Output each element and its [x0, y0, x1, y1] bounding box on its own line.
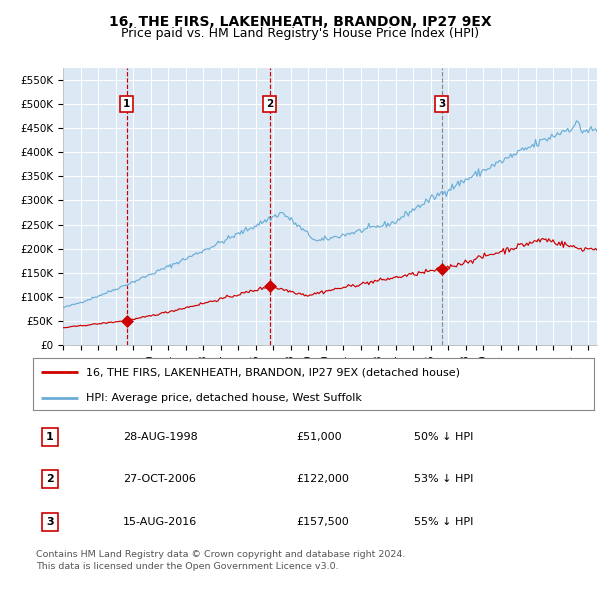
- Text: 2: 2: [46, 474, 54, 484]
- Text: £157,500: £157,500: [296, 517, 349, 527]
- Text: Price paid vs. HM Land Registry's House Price Index (HPI): Price paid vs. HM Land Registry's House …: [121, 27, 479, 40]
- Text: 27-OCT-2006: 27-OCT-2006: [123, 474, 196, 484]
- Text: 3: 3: [438, 99, 445, 109]
- Text: 55% ↓ HPI: 55% ↓ HPI: [415, 517, 474, 527]
- Text: 2: 2: [266, 99, 274, 109]
- Text: 1: 1: [46, 432, 54, 442]
- Text: Contains HM Land Registry data © Crown copyright and database right 2024.
This d: Contains HM Land Registry data © Crown c…: [36, 550, 406, 571]
- Text: 53% ↓ HPI: 53% ↓ HPI: [415, 474, 474, 484]
- Text: HPI: Average price, detached house, West Suffolk: HPI: Average price, detached house, West…: [86, 392, 362, 402]
- Text: 28-AUG-1998: 28-AUG-1998: [123, 432, 197, 442]
- Text: 16, THE FIRS, LAKENHEATH, BRANDON, IP27 9EX (detached house): 16, THE FIRS, LAKENHEATH, BRANDON, IP27 …: [86, 367, 460, 377]
- Text: 50% ↓ HPI: 50% ↓ HPI: [415, 432, 474, 442]
- Text: £122,000: £122,000: [296, 474, 350, 484]
- Text: £51,000: £51,000: [296, 432, 342, 442]
- Text: 1: 1: [123, 99, 131, 109]
- Text: 15-AUG-2016: 15-AUG-2016: [123, 517, 197, 527]
- Text: 16, THE FIRS, LAKENHEATH, BRANDON, IP27 9EX: 16, THE FIRS, LAKENHEATH, BRANDON, IP27 …: [109, 15, 491, 29]
- Text: 3: 3: [46, 517, 53, 527]
